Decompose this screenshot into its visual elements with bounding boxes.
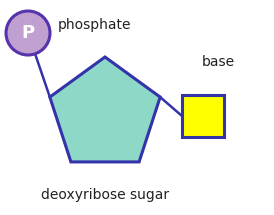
Text: base: base (201, 55, 235, 69)
Circle shape (6, 11, 50, 55)
Text: phosphate: phosphate (58, 18, 132, 32)
Bar (182, 95, 224, 137)
Text: deoxyribose sugar: deoxyribose sugar (41, 188, 169, 202)
Text: P: P (21, 24, 35, 42)
Polygon shape (50, 57, 160, 162)
